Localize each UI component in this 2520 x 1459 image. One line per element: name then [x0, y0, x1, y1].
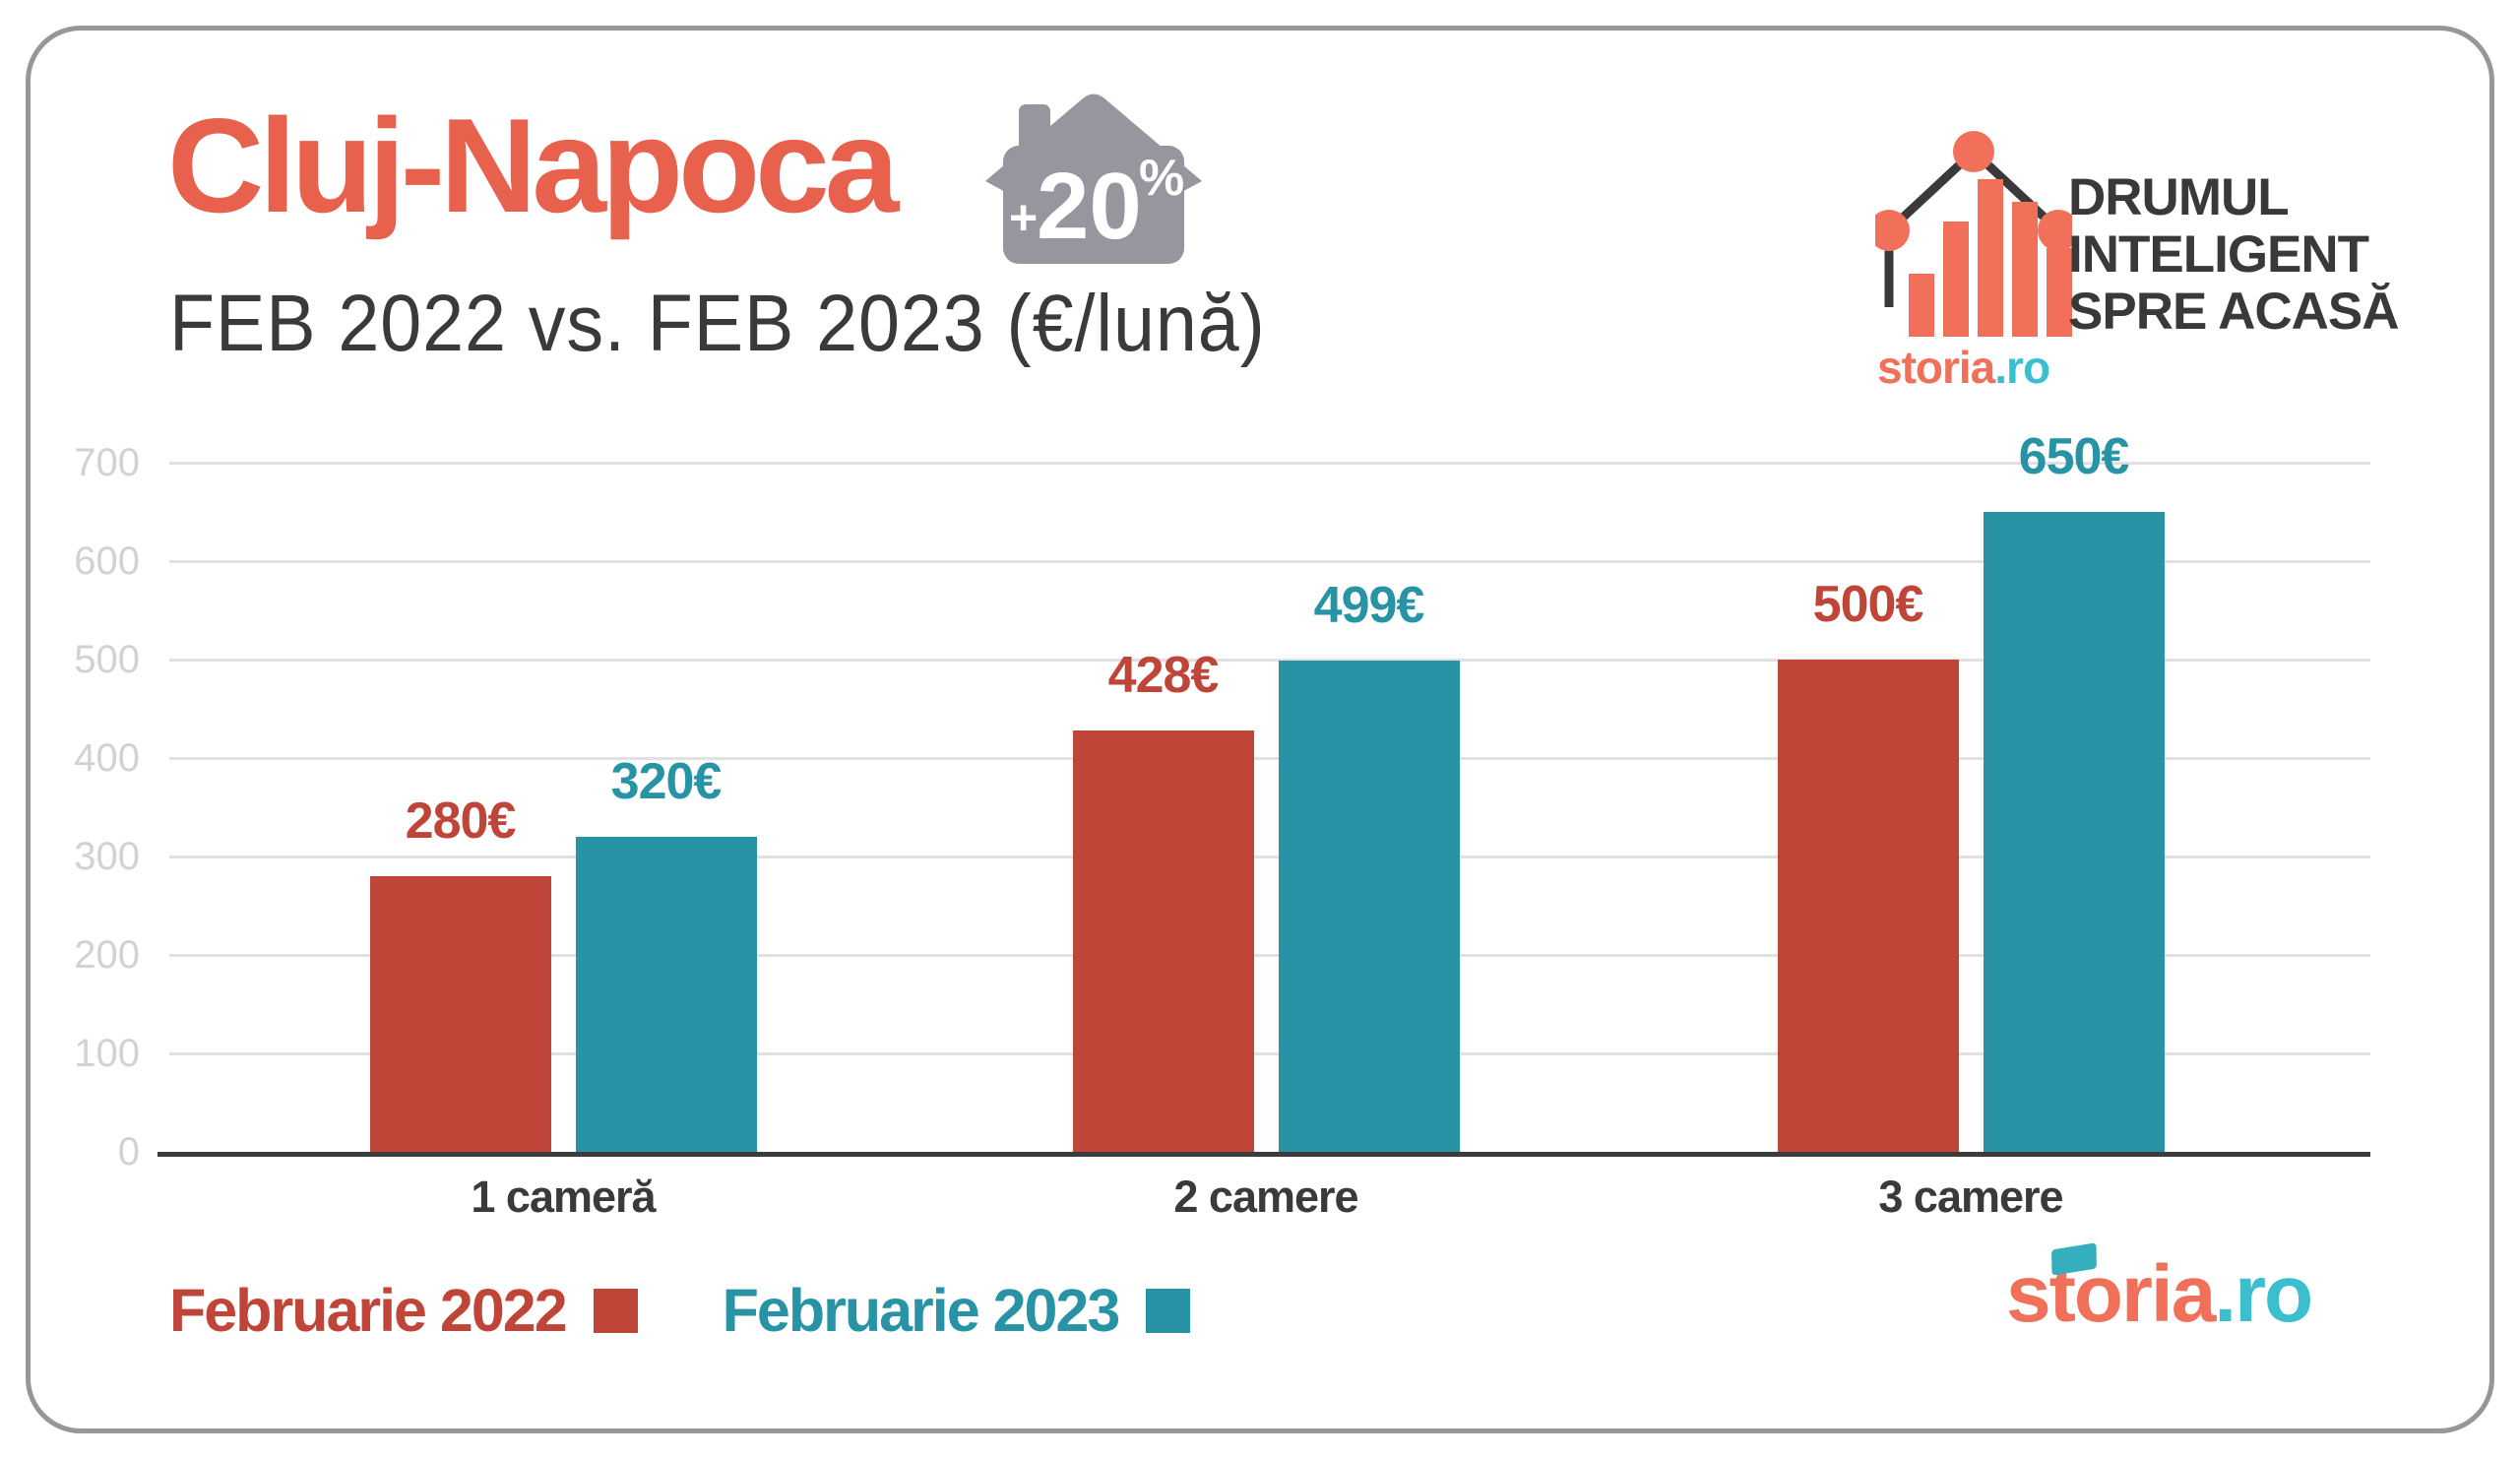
storia-logo-large: storia.ro	[2006, 1242, 2420, 1366]
legend-label-2: Februarie 2023	[722, 1277, 1121, 1344]
bar-value-label-428: 428€	[1107, 647, 1220, 704]
legend-item-1: Februarie 2022	[169, 1276, 723, 1345]
storia-brand-block: storia.ro DRUMUL INTELIGENT SPRE ACASĂ	[1875, 128, 2407, 394]
legend-item-2: Februarie 2023	[723, 1276, 1276, 1345]
grid-line-400	[169, 757, 2370, 760]
tagline-line-1: DRUMUL	[2068, 168, 2290, 226]
badge-body	[1003, 146, 1184, 264]
y-tick-label-500: 500	[74, 638, 140, 681]
storia-logo-large-teal: .ro	[2214, 1249, 2313, 1339]
storia-logo-small-orange: storia	[1877, 342, 1995, 393]
grid-line-100	[169, 1052, 2370, 1055]
bar-value-label-499: 499€	[1313, 577, 1425, 634]
y-tick-label-0: 0	[117, 1130, 140, 1174]
bar-februarie-2023-2	[1278, 661, 1460, 1152]
chart-legend: Februarie 2022 Februarie 2023	[169, 1276, 1275, 1345]
y-tick-label-700: 700	[74, 441, 140, 484]
grid-line-700	[169, 462, 2370, 465]
badge-plus: +	[1009, 190, 1038, 245]
price-increase-house-badge: + 20 %	[985, 94, 1202, 264]
grid-line-300	[169, 856, 2370, 858]
bar-februarie-2022-1	[369, 876, 551, 1152]
legend-label-1: Februarie 2022	[169, 1277, 568, 1344]
storia-logo-small-teal: .ro	[1994, 342, 2050, 393]
grid-line-600	[169, 560, 2370, 563]
bar-februarie-2022-2	[1072, 730, 1254, 1152]
category-label-3: 3 camere	[1878, 1172, 2063, 1222]
bar-value-label-650: 650€	[2018, 428, 2130, 485]
y-tick-label-200: 200	[74, 933, 140, 977]
y-tick-label-400: 400	[74, 736, 140, 780]
x-axis-category-labels: 1 cameră 2 camere 3 camere	[169, 1172, 2370, 1231]
bar-februarie-2022-3	[1777, 660, 1959, 1152]
storia-logo-large-orange: storia	[2006, 1249, 2216, 1339]
y-axis-tick-labels: 0 100 200 300 400 500 600 700	[0, 443, 140, 1172]
badge-percent: %	[1139, 150, 1184, 207]
legend-swatch-1	[593, 1288, 638, 1333]
badge-value: 20	[1037, 154, 1142, 259]
y-tick-label-300: 300	[74, 835, 140, 878]
grid-line-500	[169, 659, 2370, 662]
subtitle-wrap: FEB 2022 vs. FEB 2023 (€/lună)	[169, 278, 1361, 376]
bar-chart-plot-area: 280€ 428€ 500€ 320€ 499€ 650€	[158, 431, 2370, 1157]
page-subtitle: FEB 2022 vs. FEB 2023 (€/lună)	[169, 279, 1266, 368]
category-label-1: 1 cameră	[471, 1172, 656, 1222]
tagline-line-2: INTELIGENT	[2068, 225, 2369, 284]
grid-line-200	[169, 954, 2370, 957]
category-label-2: 2 camere	[1173, 1172, 1358, 1222]
bar-value-label-500: 500€	[1812, 576, 1924, 633]
tagline-line-3: SPRE ACASĂ	[2068, 283, 2400, 341]
bar-value-label-280: 280€	[405, 793, 517, 850]
legend-swatch-2	[1146, 1288, 1191, 1333]
bar-februarie-2023-1	[575, 837, 757, 1152]
y-tick-label-100: 100	[74, 1032, 140, 1075]
storia-logo-small: storia.ro	[1877, 341, 2050, 394]
y-tick-label-600: 600	[74, 539, 140, 583]
brand-tagline: DRUMUL INTELIGENT SPRE ACASĂ	[2068, 168, 2400, 341]
bar-value-label-320: 320€	[610, 753, 723, 810]
bar-februarie-2023-3	[1983, 512, 2165, 1152]
storia-house-chart-icon	[1875, 131, 2072, 337]
x-axis-line	[158, 1152, 2370, 1157]
page-title: Cluj-Napoca	[167, 91, 899, 240]
